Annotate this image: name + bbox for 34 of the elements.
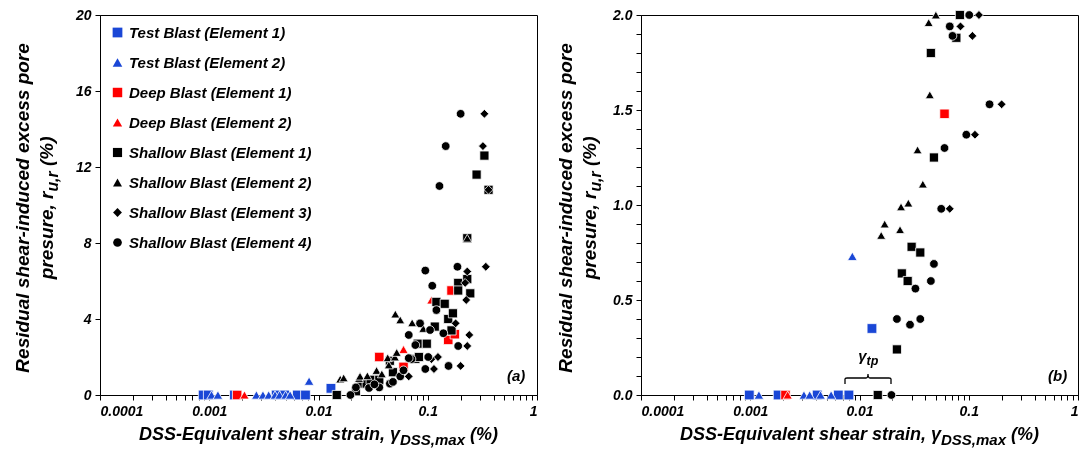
y-tick-label: 0.5 bbox=[613, 291, 633, 308]
y-tick-label: 20 bbox=[74, 6, 92, 23]
x-tick-label: 0.1 bbox=[959, 402, 980, 419]
x-tick-label: 0.0001 bbox=[641, 402, 685, 419]
x-tick-label: 0.1 bbox=[418, 402, 439, 419]
y-tick-label: 0 bbox=[83, 386, 92, 403]
legend-label: Shallow Blast (Element 3) bbox=[129, 203, 312, 221]
legend-label: Shallow Blast (Element 1) bbox=[129, 143, 312, 161]
y-tick-label: 8 bbox=[83, 234, 92, 251]
annotation: (b) bbox=[1048, 367, 1068, 384]
y-tick-label: 12 bbox=[75, 158, 92, 175]
legend-label: Deep Blast (Element 1) bbox=[129, 83, 292, 101]
legend-label: Deep Blast (Element 2) bbox=[129, 113, 292, 131]
x-tick-label: 0.0001 bbox=[100, 402, 144, 419]
x-axis-title: DSS-Equivalent shear strain, γ$_{DSS,max}$ (%) bbox=[138, 424, 499, 448]
legend-label: Shallow Blast (Element 2) bbox=[129, 173, 312, 191]
y-tick-label: 0.0 bbox=[613, 386, 633, 403]
annotation: γ$_{tp}$ bbox=[858, 347, 879, 368]
y-tick-label: 1.0 bbox=[613, 196, 633, 213]
x-tick-label: 0.001 bbox=[733, 402, 769, 419]
x-tick-label: 0.01 bbox=[305, 402, 333, 419]
y-tick-label: 16 bbox=[75, 82, 92, 99]
legend-label: Test Blast (Element 2) bbox=[129, 53, 286, 71]
y-tick-label: 4 bbox=[82, 310, 92, 327]
x-tick-label: 0.01 bbox=[846, 402, 874, 419]
y-tick-label: 2.0 bbox=[612, 6, 633, 23]
y-tick-label: 1.5 bbox=[613, 101, 633, 118]
legend-label: Test Blast (Element 1) bbox=[129, 23, 286, 41]
annotation: (a) bbox=[507, 367, 526, 384]
x-tick-label: 1 bbox=[1070, 402, 1079, 419]
x-axis-title: DSS-Equivalent shear strain, γ$_{DSS,max}$ (%) bbox=[679, 424, 1040, 448]
x-tick-label: 0.001 bbox=[192, 402, 228, 419]
legend-label: Shallow Blast (Element 4) bbox=[129, 233, 312, 251]
x-tick-label: 1 bbox=[529, 402, 538, 419]
